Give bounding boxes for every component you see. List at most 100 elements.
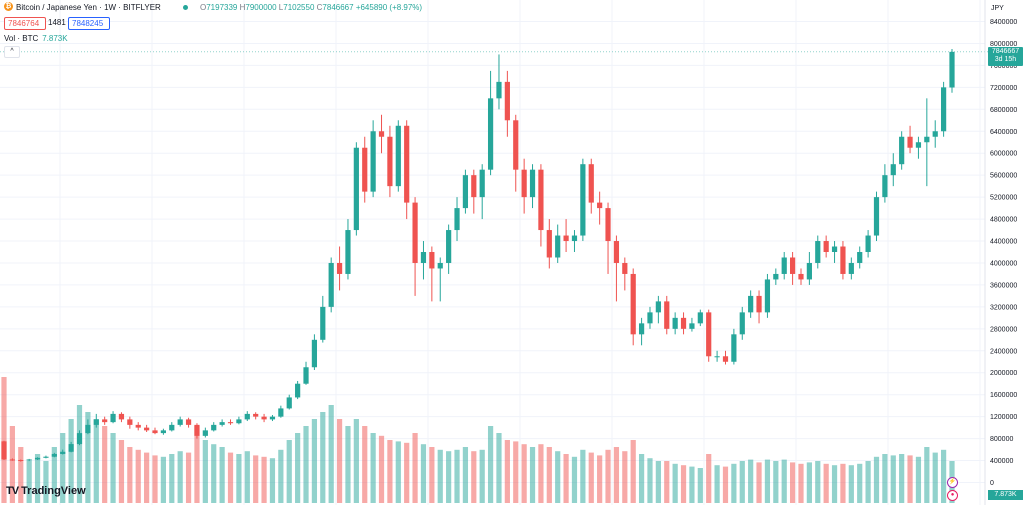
- price-tick-label: 0: [990, 480, 994, 487]
- volume-bar: [437, 449, 443, 503]
- candle-body: [43, 456, 49, 458]
- candle-body: [311, 339, 318, 368]
- candle-body: [353, 147, 359, 231]
- volume-bar: [152, 455, 158, 503]
- candle-body: [454, 208, 460, 231]
- volume-bar: [806, 462, 812, 503]
- sell-button[interactable]: 7846764: [4, 17, 46, 30]
- ohlc-values: O7197339 H7900000 L7102550 C7846667 +645…: [200, 3, 422, 12]
- volume-label[interactable]: Vol · BTC: [4, 34, 39, 43]
- currency-label[interactable]: JPY: [991, 5, 1004, 12]
- candle-body: [437, 262, 443, 269]
- volume-bar: [924, 447, 930, 503]
- volume-bar: [630, 440, 636, 503]
- candle-body: [395, 125, 401, 187]
- candle-body: [655, 301, 661, 313]
- record-icon[interactable]: ●: [947, 490, 958, 501]
- candle-body: [647, 312, 653, 324]
- price-tick-label: 6800000: [990, 107, 1017, 114]
- candle-body: [387, 136, 393, 187]
- volume-bar: [127, 447, 133, 503]
- candle-body: [34, 457, 41, 460]
- volume-bar: [638, 454, 645, 503]
- volume-bar: [9, 426, 15, 503]
- candle-body: [303, 367, 309, 384]
- volume-tag: 7.873K: [988, 490, 1023, 500]
- volume-bar: [848, 465, 854, 503]
- volume-bar: [387, 440, 393, 503]
- chevron-up-icon[interactable]: ^: [4, 46, 20, 58]
- volume-bar: [353, 419, 359, 503]
- candle-body: [118, 413, 125, 420]
- candle-body: [521, 169, 527, 198]
- volume-bar: [278, 449, 284, 503]
- volume-bar: [345, 426, 351, 503]
- volume-bar: [597, 455, 603, 503]
- volume-bar: [907, 455, 913, 503]
- volume-bar: [253, 455, 259, 503]
- high-value: 7900000: [245, 3, 277, 12]
- volume-bar: [362, 426, 368, 503]
- buy-button[interactable]: 7848245: [68, 17, 110, 30]
- candle-body: [907, 136, 913, 148]
- low-value: 7102550: [283, 3, 315, 12]
- candle-body: [253, 413, 259, 417]
- candle-body: [748, 295, 754, 313]
- volume-bar: [236, 454, 242, 503]
- volume-bar: [529, 447, 536, 503]
- candle-body: [404, 125, 410, 203]
- candle-body: [798, 273, 804, 280]
- candle-body: [941, 87, 947, 132]
- price-axis[interactable]: 8400000800000076000007200000680000064000…: [990, 19, 1017, 487]
- price-tick-label: 2400000: [990, 348, 1017, 355]
- volume-bar: [714, 465, 720, 503]
- candle-body: [781, 257, 787, 274]
- candle-body: [504, 81, 510, 121]
- candle-body: [328, 262, 334, 307]
- candle-body: [605, 208, 611, 242]
- bar-countdown: 3d 15h: [994, 55, 1017, 63]
- volume-bar: [504, 440, 510, 503]
- volume-bar: [781, 459, 787, 503]
- candle-body: [580, 164, 586, 236]
- volume-bar: [60, 433, 66, 503]
- volume-bar: [169, 454, 175, 503]
- candle-body: [672, 317, 678, 329]
- candle-body: [127, 419, 133, 425]
- symbol-title[interactable]: Bitcoin / Japanese Yen · 1W · BITFLYER: [16, 3, 161, 12]
- volume-bar: [479, 449, 485, 503]
- candle-body: [790, 257, 796, 274]
- tradingview-logo[interactable]: TV TradingView: [6, 485, 86, 497]
- volume-bar: [664, 461, 670, 503]
- price-tick-label: 8000000: [990, 41, 1017, 48]
- volume-bar: [899, 454, 905, 503]
- candle-body: [513, 120, 519, 170]
- candle-body: [563, 235, 569, 242]
- volume-bar: [76, 405, 83, 503]
- candle-body: [915, 142, 922, 148]
- candle-body: [622, 262, 628, 274]
- candle-body: [370, 131, 376, 192]
- volume-bar: [790, 462, 796, 503]
- candle-body: [76, 433, 83, 445]
- candle-body: [664, 301, 670, 329]
- volume-bar: [840, 463, 846, 503]
- candle-body: [831, 246, 838, 252]
- candle-body: [236, 419, 242, 424]
- candle-body: [152, 430, 158, 434]
- volume-bar: [378, 435, 385, 503]
- volume-bar: [689, 466, 695, 503]
- candle-body: [169, 424, 175, 431]
- candle-body: [244, 413, 250, 420]
- volume-bar: [404, 442, 410, 503]
- volume-bar: [144, 452, 150, 503]
- price-tick-label: 4400000: [990, 239, 1017, 246]
- volume-bar: [546, 447, 552, 503]
- volume-bar: [110, 433, 116, 503]
- flash-icon[interactable]: ⚡: [947, 477, 958, 488]
- volume-bar: [194, 426, 200, 503]
- volume-bars: [1, 377, 955, 503]
- candle-body: [85, 424, 91, 434]
- candle-body: [689, 323, 695, 329]
